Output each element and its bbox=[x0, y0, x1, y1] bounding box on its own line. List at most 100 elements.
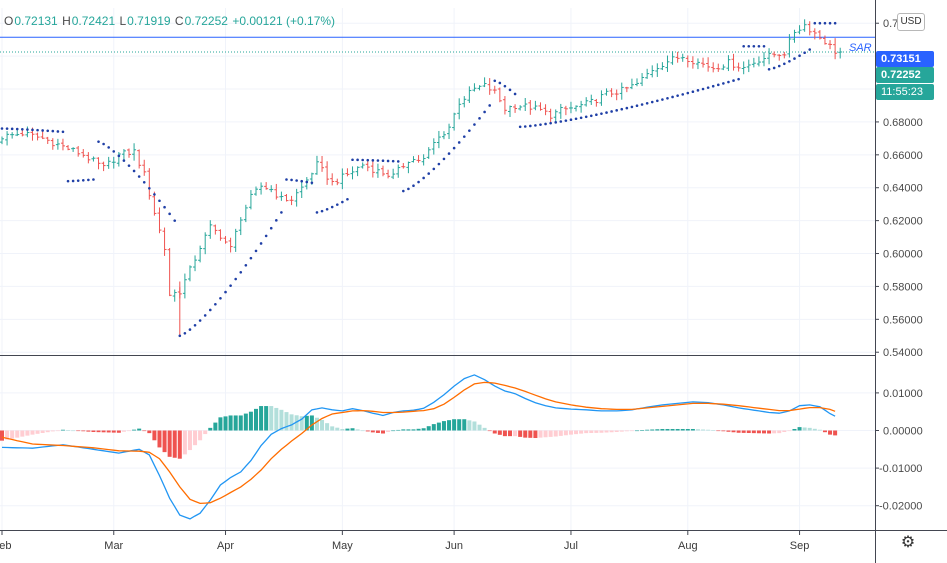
sar-dot bbox=[71, 179, 75, 183]
macd-histogram-bar bbox=[137, 428, 142, 431]
macd-histogram-bar bbox=[91, 430, 96, 433]
sar-dot bbox=[76, 179, 80, 182]
macd-histogram-bar bbox=[812, 428, 817, 431]
macd-histogram-bar bbox=[213, 422, 218, 431]
sar-dot bbox=[117, 154, 121, 158]
time-tick-label: Sep bbox=[790, 540, 810, 552]
macd-histogram-bar bbox=[76, 430, 81, 432]
macd-histogram-bar bbox=[528, 430, 533, 438]
price-tick-label: 0.60000 bbox=[883, 249, 923, 261]
macd-histogram-bar bbox=[248, 411, 253, 431]
candlestick-series[interactable] bbox=[0, 19, 843, 336]
macd-histogram-bar bbox=[472, 421, 477, 431]
sar-dot bbox=[442, 157, 446, 161]
macd-histogram-bar bbox=[35, 430, 40, 434]
sar-dot bbox=[412, 184, 415, 188]
macd-histogram-bar bbox=[259, 406, 264, 431]
macd-histogram-bar bbox=[274, 407, 279, 431]
macd-histogram-bar bbox=[406, 429, 411, 431]
time-tick-label: Mar bbox=[104, 540, 123, 552]
macd-histogram-bar bbox=[736, 430, 741, 433]
macd-histogram-bar bbox=[40, 430, 45, 434]
sar-dot bbox=[432, 167, 436, 171]
sar-dot bbox=[371, 159, 375, 162]
sar-dot bbox=[351, 158, 354, 162]
sar-dot bbox=[605, 111, 608, 114]
macd-histogram-bar bbox=[660, 428, 665, 431]
sar-dot bbox=[549, 121, 552, 125]
macd-histogram-bar bbox=[553, 430, 558, 437]
macd-histogram-bar bbox=[563, 430, 568, 436]
macd-histogram-bar bbox=[325, 423, 330, 431]
macd-histogram-bar bbox=[157, 430, 162, 448]
macd-histogram-bar bbox=[513, 430, 518, 437]
sar-dot bbox=[600, 112, 603, 115]
sar-dot bbox=[36, 128, 39, 132]
open-label: O bbox=[4, 14, 14, 28]
macd-histogram-bar bbox=[787, 430, 792, 432]
macd-histogram-bar bbox=[685, 428, 690, 431]
macd-histogram-bar bbox=[299, 416, 304, 431]
macd-axis[interactable]: 0.01000 0.00000 -0.01000 -0.02000 bbox=[875, 388, 923, 513]
macd-histogram-bar bbox=[411, 429, 416, 431]
macd-histogram-bar bbox=[254, 408, 258, 431]
parabolic-sar-series[interactable] bbox=[0, 21, 837, 338]
macd-histogram-bar bbox=[518, 430, 523, 437]
sar-dot bbox=[584, 115, 588, 119]
sar-dot bbox=[203, 314, 207, 317]
sar-dot bbox=[518, 125, 522, 129]
macd-histogram-bar bbox=[756, 430, 761, 434]
sar-dot bbox=[254, 249, 258, 253]
gear-icon[interactable]: ⚙ bbox=[900, 534, 916, 551]
sar-dot bbox=[10, 127, 14, 131]
time-axis[interactable]: Feb Mar Apr May Jun Jul Aug Sep bbox=[0, 530, 809, 552]
macd-lines[interactable] bbox=[1, 374, 836, 520]
macd-histogram[interactable] bbox=[0, 406, 838, 459]
macd-histogram-bar bbox=[558, 430, 563, 436]
sar-dot bbox=[234, 277, 237, 281]
sar-dot bbox=[66, 179, 70, 183]
macd-histogram-bar bbox=[543, 430, 548, 438]
currency-button[interactable]: USD bbox=[897, 13, 925, 31]
sar-dot bbox=[650, 100, 654, 104]
sar-dot bbox=[635, 104, 639, 108]
macd-histogram-bar bbox=[706, 429, 711, 431]
macd-histogram-bar bbox=[772, 430, 777, 434]
macd-histogram-bar bbox=[609, 430, 614, 433]
sar-dot bbox=[391, 159, 395, 163]
sar-dot bbox=[462, 135, 466, 138]
sar-dot bbox=[407, 187, 410, 191]
macd-histogram-bar bbox=[81, 430, 86, 432]
sar-dot bbox=[87, 178, 90, 182]
sar-indicator-label[interactable]: SAR bbox=[849, 42, 872, 54]
sar-dot bbox=[417, 180, 420, 184]
sar-dot bbox=[168, 212, 171, 216]
sar-dot bbox=[788, 59, 791, 63]
macd-histogram-bar bbox=[309, 415, 314, 431]
macd-histogram-bar bbox=[467, 420, 472, 431]
sar-dot bbox=[376, 159, 380, 162]
sar-dot bbox=[620, 107, 624, 111]
sar-dot bbox=[468, 129, 471, 132]
low-label: L bbox=[119, 14, 127, 28]
macd-histogram-bar bbox=[10, 430, 15, 439]
macd-histogram-bar bbox=[25, 430, 30, 436]
macd-histogram-bar bbox=[508, 430, 512, 437]
macd-histogram-bar bbox=[797, 427, 802, 431]
macd-histogram-bar bbox=[716, 430, 721, 432]
macd-histogram-bar bbox=[538, 430, 543, 438]
sar-dot bbox=[534, 124, 537, 127]
sar-dot bbox=[285, 178, 288, 181]
sar-dot bbox=[767, 67, 771, 71]
macd-histogram-bar bbox=[86, 430, 91, 432]
macd-histogram-bar bbox=[5, 430, 10, 440]
sar-dot bbox=[173, 219, 177, 222]
sar-price-tag: 0.73151 bbox=[876, 51, 934, 67]
sar-dot bbox=[178, 334, 182, 338]
macd-histogram-bar bbox=[182, 430, 187, 455]
macd-histogram-bar bbox=[604, 430, 609, 433]
macd-histogram-bar bbox=[330, 426, 335, 431]
sar-dot bbox=[595, 113, 598, 117]
sar-dot bbox=[686, 91, 690, 95]
macd-histogram-bar bbox=[203, 430, 208, 435]
